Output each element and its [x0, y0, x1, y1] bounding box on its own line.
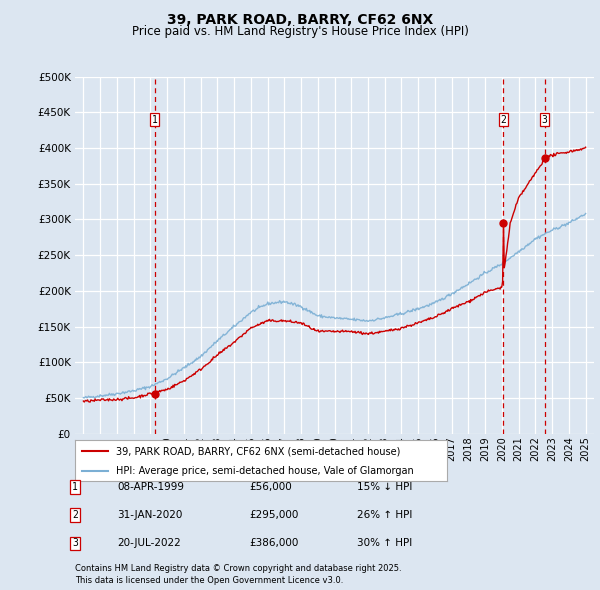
Text: 1: 1: [152, 114, 158, 124]
Text: £56,000: £56,000: [249, 482, 292, 491]
Text: 3: 3: [72, 539, 78, 548]
Text: 08-APR-1999: 08-APR-1999: [117, 482, 184, 491]
Text: 15% ↓ HPI: 15% ↓ HPI: [357, 482, 412, 491]
Text: Price paid vs. HM Land Registry's House Price Index (HPI): Price paid vs. HM Land Registry's House …: [131, 25, 469, 38]
Text: 39, PARK ROAD, BARRY, CF62 6NX: 39, PARK ROAD, BARRY, CF62 6NX: [167, 13, 433, 27]
Text: £295,000: £295,000: [249, 510, 298, 520]
Text: 30% ↑ HPI: 30% ↑ HPI: [357, 539, 412, 548]
Text: HPI: Average price, semi-detached house, Vale of Glamorgan: HPI: Average price, semi-detached house,…: [116, 466, 413, 476]
Text: £386,000: £386,000: [249, 539, 298, 548]
Text: 39, PARK ROAD, BARRY, CF62 6NX (semi-detached house): 39, PARK ROAD, BARRY, CF62 6NX (semi-det…: [116, 446, 400, 456]
Text: 2: 2: [72, 510, 78, 520]
Text: 1: 1: [72, 482, 78, 491]
Text: Contains HM Land Registry data © Crown copyright and database right 2025.
This d: Contains HM Land Registry data © Crown c…: [75, 565, 401, 585]
Text: 2: 2: [500, 114, 506, 124]
Text: 26% ↑ HPI: 26% ↑ HPI: [357, 510, 412, 520]
Text: 31-JAN-2020: 31-JAN-2020: [117, 510, 182, 520]
Text: 3: 3: [542, 114, 548, 124]
Text: 20-JUL-2022: 20-JUL-2022: [117, 539, 181, 548]
